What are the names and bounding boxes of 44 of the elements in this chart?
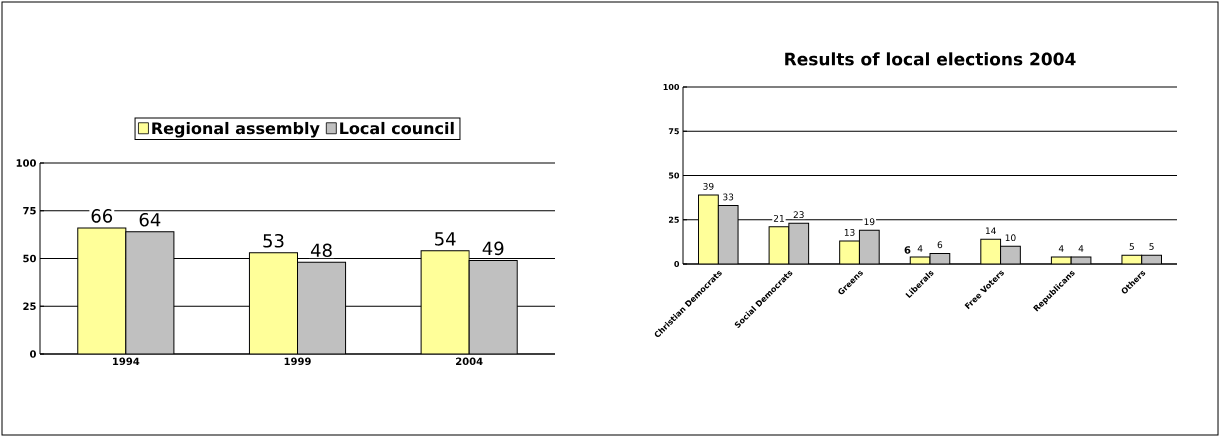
bar [698,194,719,264]
y-tick-label: 75 [23,207,36,215]
y-tick-label: 100 [663,83,680,91]
data-label: 39 [703,182,714,190]
data-label: 53 [263,233,284,248]
y-tick-label: 50 [668,172,680,179]
bar [77,227,127,354]
y-tick-label: 100 [16,159,36,167]
data-label: 33 [723,193,734,201]
data-label: 4 [1078,245,1084,252]
data-label: 4 [1058,245,1064,252]
data-label: 23 [793,211,804,219]
data-label: 13 [844,228,855,236]
data-label: 5 [1129,243,1134,250]
data-label: 19 [864,218,875,226]
y-tick-label: 0 [674,260,680,268]
chart-title: Results of local elections 2004 [785,52,1076,66]
bar [125,231,175,354]
bar [420,250,470,354]
y-tick-label: 0 [30,350,36,358]
data-label: 49 [482,241,504,256]
legend-label: Regional assembly [152,121,320,138]
x-tick-label: 1999 [284,357,311,366]
data-label: 10 [1005,234,1016,242]
data-label: 6 [937,241,943,249]
data-label: 14 [985,227,996,235]
data-label: 54 [435,232,456,246]
data-label: 5 [1149,243,1154,250]
bar [297,261,347,354]
legend-label: Local council [340,121,454,135]
y-tick-label: 25 [23,302,36,311]
data-label: 48 [310,243,332,258]
bar [468,259,518,354]
y-tick-label: 25 [668,216,679,223]
data-label: 4 [917,245,923,252]
x-tick-label: 2004 [456,357,483,366]
bar [248,252,299,354]
data-label: 66 [91,209,113,223]
annotation: 6 [904,246,911,254]
y-tick-label: 75 [668,128,679,135]
x-tick-label: 1994 [113,357,140,366]
data-label: 21 [773,214,784,222]
data-label: 64 [139,212,161,227]
y-tick-label: 50 [23,254,36,263]
